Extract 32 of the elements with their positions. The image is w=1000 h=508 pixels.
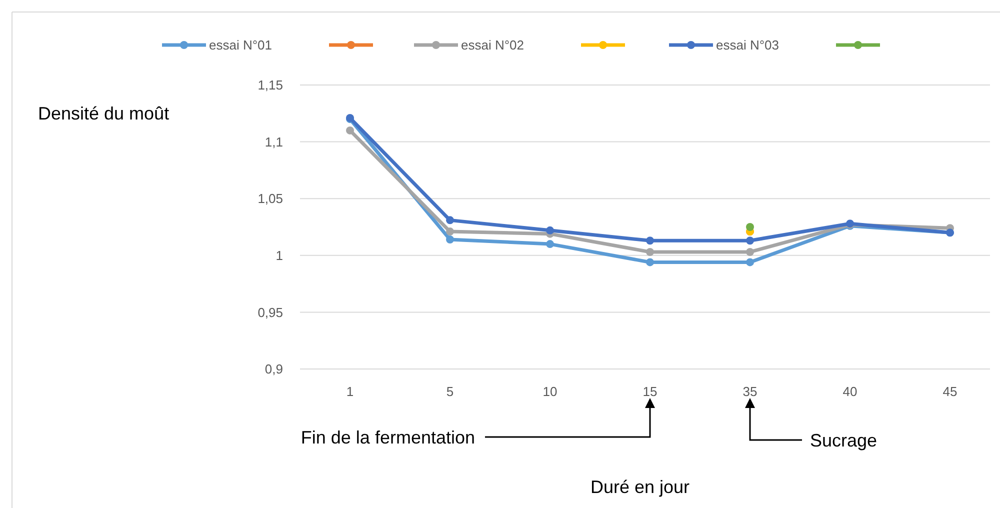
- y-tick-label: 1,05: [258, 191, 283, 206]
- x-tick-label: 45: [942, 384, 958, 399]
- x-tick-label: 40: [842, 384, 858, 399]
- x-tick-label: 35: [742, 384, 758, 399]
- y-tick-label: 1,1: [264, 134, 283, 150]
- point: [746, 258, 754, 266]
- y-tick-label: 1: [276, 248, 283, 263]
- point: [646, 258, 654, 266]
- x-tick-label: 5: [446, 384, 454, 399]
- y-tick-label: 0,95: [258, 304, 283, 320]
- text: Fin de la fermentation: [300, 427, 475, 448]
- point: [446, 235, 454, 244]
- point: [546, 226, 554, 234]
- point: [546, 240, 554, 248]
- x-tick-label: 15: [642, 384, 658, 399]
- legend-label: essai N°02: [461, 38, 524, 53]
- x-axis-title: Duré en jour: [590, 477, 690, 497]
- y-tick-label: 0,9: [264, 362, 283, 377]
- point: [446, 216, 454, 224]
- legend-label: essai N°03: [716, 38, 780, 53]
- text: Sucrage: [810, 430, 878, 450]
- y-axis-title: Densité du moût: [38, 103, 170, 124]
- y-tick-label: 1,15: [258, 78, 283, 93]
- x-tick-label: 1: [346, 384, 354, 399]
- point: [746, 248, 754, 256]
- point: [646, 236, 654, 245]
- point: [746, 236, 754, 245]
- legend-label: essai N°01: [209, 38, 272, 53]
- point: [446, 228, 454, 236]
- point: [346, 126, 354, 134]
- point: [646, 248, 654, 256]
- x-tick-label: 10: [542, 384, 558, 399]
